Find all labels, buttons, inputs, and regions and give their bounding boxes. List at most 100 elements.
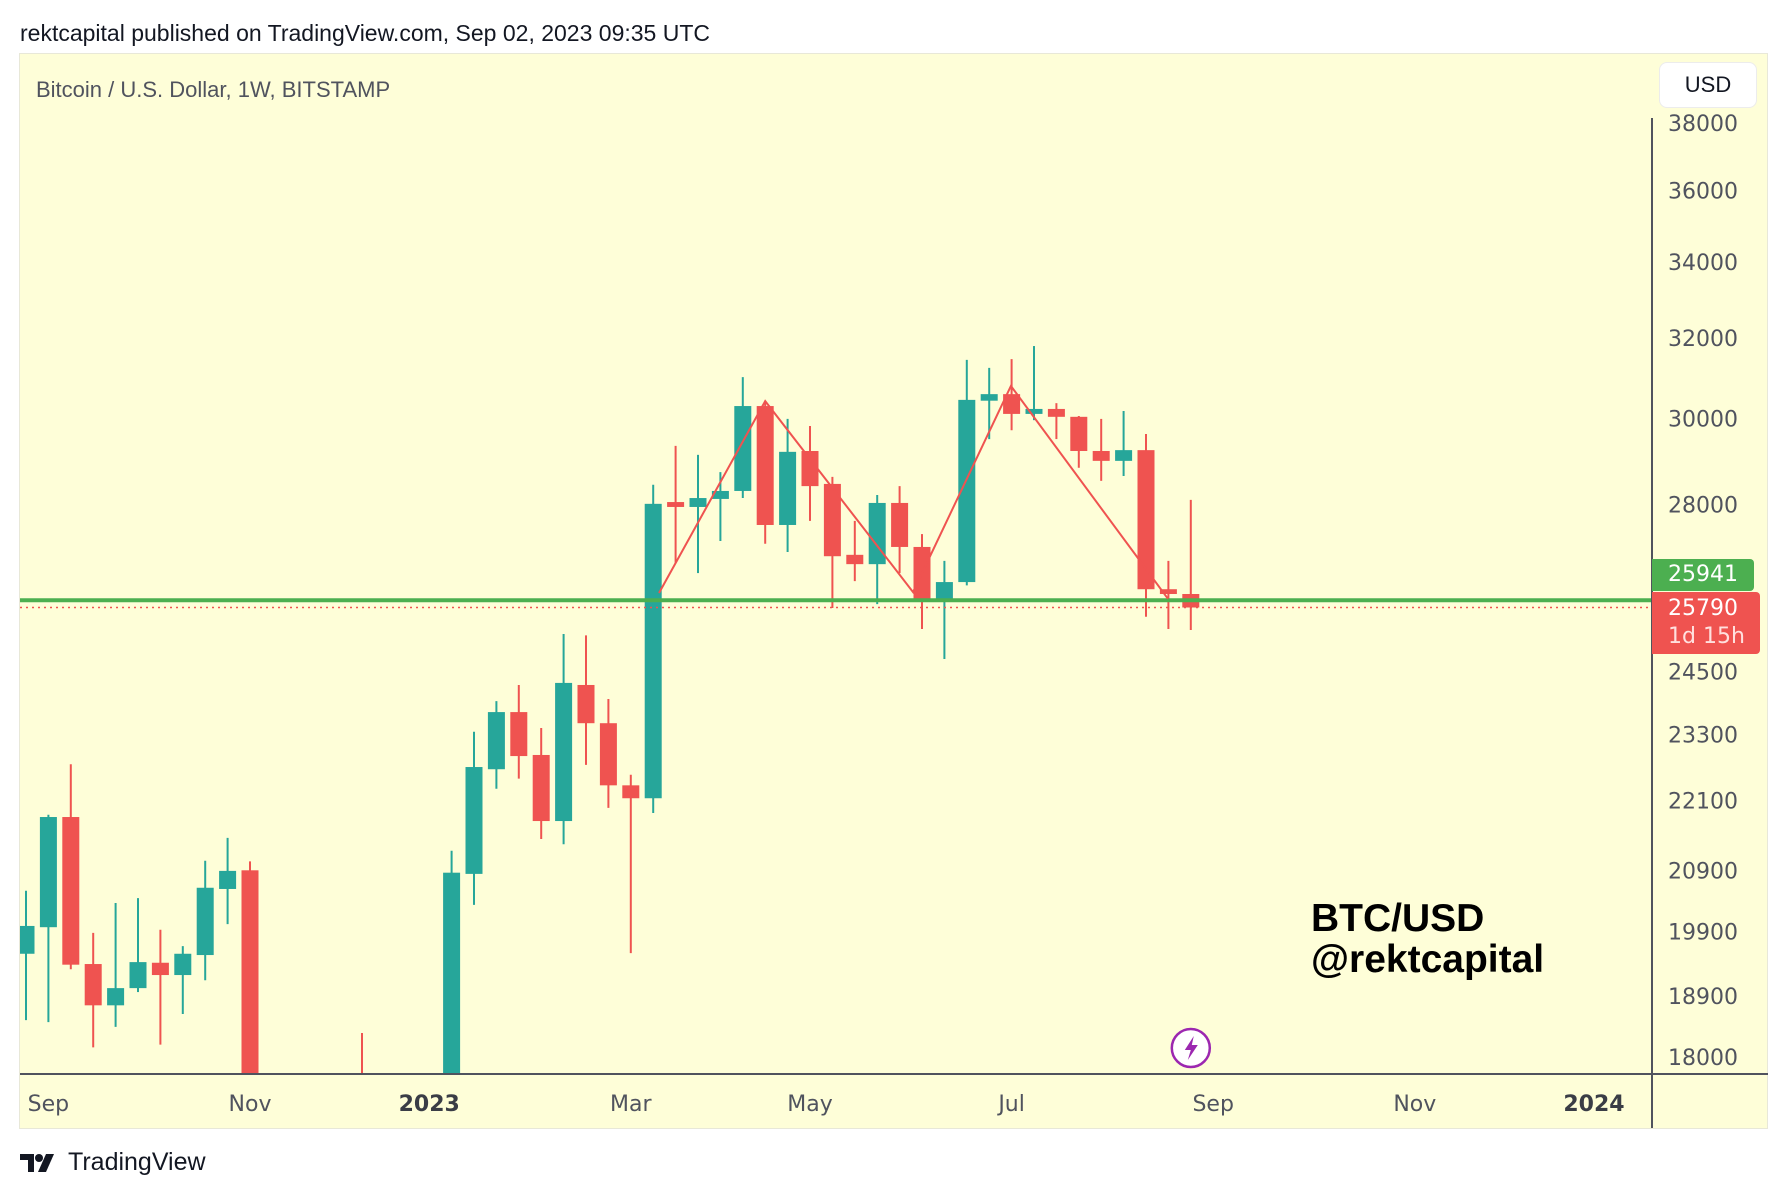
candle-bearish[interactable] xyxy=(151,929,169,1045)
candle-bearish[interactable] xyxy=(1070,415,1088,468)
overlay-layer xyxy=(20,384,1652,609)
candle-bullish[interactable] xyxy=(1025,346,1043,421)
candle-body xyxy=(84,964,102,1006)
candle-body xyxy=(868,502,886,565)
watermark-symbol: BTC/USD xyxy=(1311,897,1485,940)
candle-bearish[interactable] xyxy=(823,476,841,608)
candle-bearish[interactable] xyxy=(398,1132,415,1177)
candle-bearish[interactable] xyxy=(1137,433,1155,617)
candle-bearish[interactable] xyxy=(846,520,864,582)
price-tick-label: 24500 xyxy=(1668,661,1738,686)
candle-bullish[interactable] xyxy=(18,890,35,1021)
candle-body xyxy=(107,988,125,1006)
price-tick-label: 38000 xyxy=(1668,112,1738,137)
support-price-label: 25941 xyxy=(1668,562,1738,587)
candle-bearish[interactable] xyxy=(622,774,640,954)
candle-bullish[interactable] xyxy=(689,454,707,574)
candle-body xyxy=(599,723,617,786)
candle-bearish[interactable] xyxy=(84,932,102,1048)
candle-body xyxy=(823,483,841,557)
candle-bearish[interactable] xyxy=(510,684,528,779)
candle-bearish[interactable] xyxy=(801,426,819,521)
candle-bullish[interactable] xyxy=(443,850,461,1125)
last-price-badge: 25790 1d 15h xyxy=(1652,592,1760,654)
candle-bullish[interactable] xyxy=(465,731,483,905)
candle-bullish[interactable] xyxy=(219,837,237,925)
candle-bearish[interactable] xyxy=(62,764,80,970)
candle-body xyxy=(958,399,976,583)
candle-bullish[interactable] xyxy=(644,484,662,814)
candle-bullish[interactable] xyxy=(196,860,214,981)
candle-bearish[interactable] xyxy=(1047,403,1065,440)
zigzag-trendline[interactable] xyxy=(658,384,1169,600)
candle-body xyxy=(398,1140,415,1156)
time-tick-label: Sep xyxy=(1192,1092,1233,1117)
candle-bullish[interactable] xyxy=(129,898,147,993)
candle-bearish[interactable] xyxy=(891,486,909,574)
candle-bullish[interactable] xyxy=(309,1099,326,1200)
candle-bullish[interactable] xyxy=(376,1128,393,1162)
candle-bullish[interactable] xyxy=(107,903,125,1027)
candle-bearish[interactable] xyxy=(1003,359,1021,431)
candle-bearish[interactable] xyxy=(913,534,931,630)
time-tick-label: Nov xyxy=(1393,1092,1436,1117)
support-price-badge: 25941 xyxy=(1652,559,1754,591)
price-tick-label: 36000 xyxy=(1668,180,1738,205)
event-marker[interactable] xyxy=(1170,1027,1212,1069)
candle-bearish[interactable] xyxy=(577,635,595,765)
footer-brand[interactable]: TradingView xyxy=(20,1148,206,1177)
candle-body xyxy=(846,554,864,565)
price-tick-label: 23300 xyxy=(1668,723,1738,748)
candle-bullish[interactable] xyxy=(935,560,953,659)
candle-body xyxy=(555,682,573,822)
candle-bullish[interactable] xyxy=(174,946,192,1015)
candle-body xyxy=(129,962,147,989)
candle-body xyxy=(532,754,550,822)
time-tick-label: Mar xyxy=(610,1092,652,1117)
candle-bearish[interactable] xyxy=(1092,418,1110,481)
price-axis[interactable]: 38000 36000 34000 32000 30000 28000 24500 23300… xyxy=(1668,112,1738,1071)
candle-body xyxy=(644,503,662,799)
candle-bullish[interactable] xyxy=(734,377,752,499)
time-tick-label: Nov xyxy=(229,1092,272,1117)
time-tick-label: 2024 xyxy=(1563,1092,1624,1117)
candle-body xyxy=(376,1140,393,1144)
candle-bearish[interactable] xyxy=(756,401,774,544)
price-tick-label: 32000 xyxy=(1668,327,1738,352)
candle-bearish[interactable] xyxy=(241,861,259,1200)
candle-body xyxy=(151,962,169,976)
candle-bearish[interactable] xyxy=(532,727,550,839)
candle-body xyxy=(689,498,707,507)
candle-bearish[interactable] xyxy=(264,1115,281,1200)
candle-bullish[interactable] xyxy=(555,633,573,845)
candle-bullish[interactable] xyxy=(779,418,797,553)
candle-bearish[interactable] xyxy=(1159,560,1177,630)
time-tick-label: Jul xyxy=(996,1092,1025,1117)
time-axis[interactable]: Sep Nov 2023 Mar May Jul Sep Nov 2024 xyxy=(28,1092,1625,1117)
candle-bullish[interactable] xyxy=(980,367,998,440)
chart-title: Bitcoin / U.S. Dollar, 1W, BITSTAMP xyxy=(36,77,391,102)
currency-button[interactable]: USD xyxy=(1659,62,1757,108)
last-price-label: 25790 xyxy=(1668,596,1738,621)
candle-bearish[interactable] xyxy=(599,698,617,808)
candle-bullish[interactable] xyxy=(1115,411,1133,477)
candle-bullish[interactable] xyxy=(868,494,886,605)
candle-body xyxy=(174,953,192,976)
candle-body xyxy=(264,1179,281,1182)
candle-body xyxy=(465,767,483,874)
candle-body xyxy=(935,582,953,602)
candle-body xyxy=(39,817,57,928)
candle-bullish[interactable] xyxy=(958,359,976,586)
candle-bullish[interactable] xyxy=(487,701,505,789)
candle-bullish[interactable] xyxy=(39,814,57,1023)
time-tick-label: May xyxy=(787,1092,832,1117)
candle-bearish[interactable] xyxy=(354,1032,371,1181)
price-tick-label: 28000 xyxy=(1668,494,1738,519)
chart-frame xyxy=(19,53,1768,1129)
candle-bearish[interactable] xyxy=(667,445,685,563)
candle-body xyxy=(756,406,774,525)
candle-bearish[interactable] xyxy=(1182,499,1200,630)
candle-bullish[interactable] xyxy=(286,1143,303,1200)
candle-bullish[interactable] xyxy=(331,1103,348,1137)
